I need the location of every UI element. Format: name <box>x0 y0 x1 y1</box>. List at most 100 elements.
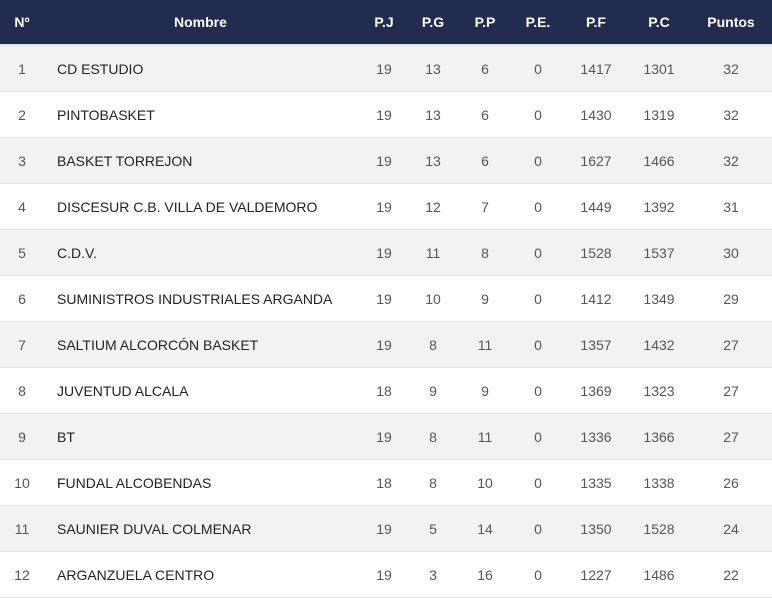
cell-played: 19 <box>360 183 408 230</box>
cell-position: 2 <box>0 91 44 138</box>
cell-points: 32 <box>690 91 772 138</box>
cell-points-against: 1466 <box>628 137 690 184</box>
cell-position: 3 <box>0 137 44 184</box>
cell-won: 9 <box>408 367 458 414</box>
table-row: 11 SAUNIER DUVAL COLMENAR 19 5 14 0 1350 1528 24 <box>0 505 772 552</box>
table-row: 12 ARGANZUELA CENTRO 19 3 16 0 1227 1486 22 <box>0 551 772 598</box>
cell-points-against: 1323 <box>628 367 690 414</box>
cell-position: 4 <box>0 183 44 230</box>
table-row: 8 JUVENTUD ALCALA 18 9 9 0 1369 1323 27 <box>0 367 772 414</box>
cell-points-against: 1392 <box>628 183 690 230</box>
cell-position: 11 <box>0 505 44 552</box>
header-name: Nombre <box>44 0 360 45</box>
cell-played: 19 <box>360 229 408 276</box>
header-points-against: P.C <box>628 0 690 45</box>
cell-team-name: BASKET TORREJON <box>44 137 360 184</box>
cell-won: 5 <box>408 505 458 552</box>
cell-drawn: 0 <box>512 551 564 598</box>
cell-points: 27 <box>690 367 772 414</box>
cell-won: 13 <box>408 137 458 184</box>
header-position: Nº <box>0 0 44 45</box>
cell-team-name: JUVENTUD ALCALA <box>44 367 360 414</box>
cell-points-for: 1417 <box>564 45 628 92</box>
cell-points: 22 <box>690 551 772 598</box>
cell-points-against: 1349 <box>628 275 690 322</box>
cell-drawn: 0 <box>512 505 564 552</box>
cell-lost: 10 <box>458 459 512 506</box>
cell-position: 8 <box>0 367 44 414</box>
table-row: 2 PINTOBASKET 19 13 6 0 1430 1319 32 <box>0 91 772 138</box>
cell-lost: 11 <box>458 321 512 368</box>
cell-drawn: 0 <box>512 45 564 92</box>
cell-lost: 6 <box>458 45 512 92</box>
cell-drawn: 0 <box>512 275 564 322</box>
cell-team-name: SALTIUM ALCORCÓN BASKET <box>44 321 360 368</box>
cell-played: 19 <box>360 551 408 598</box>
cell-played: 19 <box>360 45 408 92</box>
cell-team-name: SUMINISTROS INDUSTRIALES ARGANDA <box>44 275 360 322</box>
cell-team-name: FUNDAL ALCOBENDAS <box>44 459 360 506</box>
cell-points-for: 1430 <box>564 91 628 138</box>
cell-drawn: 0 <box>512 137 564 184</box>
cell-points-against: 1301 <box>628 45 690 92</box>
header-played: P.J <box>360 0 408 45</box>
cell-team-name: DISCESUR C.B. VILLA DE VALDEMORO <box>44 183 360 230</box>
cell-position: 9 <box>0 413 44 460</box>
cell-lost: 7 <box>458 183 512 230</box>
cell-lost: 9 <box>458 275 512 322</box>
cell-points: 30 <box>690 229 772 276</box>
table-row: 7 SALTIUM ALCORCÓN BASKET 19 8 11 0 1357 1432 27 <box>0 321 772 368</box>
cell-lost: 8 <box>458 229 512 276</box>
cell-position: 10 <box>0 459 44 506</box>
header-drawn: P.E. <box>512 0 564 45</box>
cell-points-against: 1319 <box>628 91 690 138</box>
cell-points: 24 <box>690 505 772 552</box>
cell-points: 31 <box>690 183 772 230</box>
table-row: 6 SUMINISTROS INDUSTRIALES ARGANDA 19 10 9 0 1… <box>0 275 772 322</box>
cell-points: 27 <box>690 321 772 368</box>
cell-lost: 6 <box>458 137 512 184</box>
cell-won: 8 <box>408 413 458 460</box>
cell-position: 1 <box>0 45 44 92</box>
cell-won: 12 <box>408 183 458 230</box>
cell-points-for: 1528 <box>564 229 628 276</box>
cell-team-name: ARGANZUELA CENTRO <box>44 551 360 598</box>
cell-points-against: 1528 <box>628 505 690 552</box>
cell-position: 12 <box>0 551 44 598</box>
cell-team-name: C.D.V. <box>44 229 360 276</box>
header-lost: P.P <box>458 0 512 45</box>
cell-won: 11 <box>408 229 458 276</box>
table-row: 10 FUNDAL ALCOBENDAS 18 8 10 0 1335 1338 26 <box>0 459 772 506</box>
cell-drawn: 0 <box>512 91 564 138</box>
cell-points-for: 1412 <box>564 275 628 322</box>
cell-points-against: 1537 <box>628 229 690 276</box>
cell-played: 19 <box>360 275 408 322</box>
header-points-for: P.F <box>564 0 628 45</box>
header-points: Puntos <box>690 0 772 45</box>
cell-played: 19 <box>360 137 408 184</box>
table-row: 3 BASKET TORREJON 19 13 6 0 1627 1466 32 <box>0 137 772 184</box>
cell-points-against: 1432 <box>628 321 690 368</box>
cell-won: 13 <box>408 45 458 92</box>
cell-points-against: 1486 <box>628 551 690 598</box>
cell-drawn: 0 <box>512 367 564 414</box>
table-row: 4 DISCESUR C.B. VILLA DE VALDEMORO 19 12 7 0 1… <box>0 183 772 230</box>
cell-played: 18 <box>360 367 408 414</box>
cell-points-for: 1369 <box>564 367 628 414</box>
table-row: 9 BT 19 8 11 0 1336 1366 27 <box>0 413 772 460</box>
cell-won: 10 <box>408 275 458 322</box>
cell-won: 3 <box>408 551 458 598</box>
cell-team-name: SAUNIER DUVAL COLMENAR <box>44 505 360 552</box>
cell-drawn: 0 <box>512 321 564 368</box>
cell-team-name: PINTOBASKET <box>44 91 360 138</box>
cell-drawn: 0 <box>512 183 564 230</box>
cell-lost: 14 <box>458 505 512 552</box>
cell-lost: 6 <box>458 91 512 138</box>
cell-position: 5 <box>0 229 44 276</box>
cell-won: 13 <box>408 91 458 138</box>
cell-position: 6 <box>0 275 44 322</box>
cell-won: 8 <box>408 459 458 506</box>
cell-drawn: 0 <box>512 459 564 506</box>
cell-lost: 16 <box>458 551 512 598</box>
cell-team-name: CD ESTUDIO <box>44 45 360 92</box>
